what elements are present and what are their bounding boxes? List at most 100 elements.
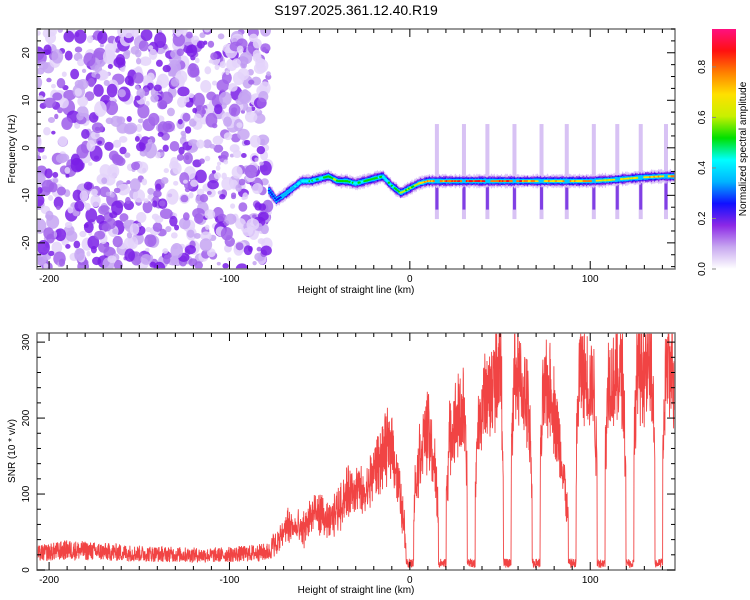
spectrogram-noise-blob <box>48 250 55 256</box>
spectrogram-noise-blob <box>251 106 256 112</box>
spectrogram-noise-blob <box>188 140 194 146</box>
colorbar-tick-label: 0.2 <box>697 211 708 225</box>
spectrogram-noise-blob <box>232 149 242 159</box>
spectrogram-noise-blob <box>74 200 85 212</box>
spectrogram-noise-blob <box>170 77 180 87</box>
spectrogram-noise-blob <box>223 132 233 141</box>
spectrogram-noise-blob <box>136 57 142 65</box>
spectrogram-noise-blob <box>213 104 223 115</box>
spectrogram-noise-blob <box>162 248 169 254</box>
spectrogram-noise-blob <box>238 178 246 186</box>
spectrogram-noise-blob <box>105 100 119 116</box>
spectrogram-noise-blob <box>112 154 124 166</box>
spectrogram-noise-blob <box>73 240 81 249</box>
spectrogram-noise-blob <box>148 112 160 126</box>
spectrogram-noise-blob <box>41 155 48 160</box>
spectrogram-noise-blob <box>153 190 162 198</box>
spectrogram-noise-blob <box>236 122 243 128</box>
spectrogram-noise-blob <box>57 107 63 114</box>
spectrogram-noise-blob <box>139 91 144 96</box>
spectrogram-noise-blob <box>70 68 80 80</box>
spectrogram-noise-blob <box>170 243 184 259</box>
x-tick-label: -200 <box>39 575 59 586</box>
spectrogram-noise-blob <box>177 118 183 125</box>
spectrogram-noise-blob <box>231 192 237 198</box>
spectrogram-noise-blob <box>58 97 69 109</box>
y-tick-label: 0 <box>21 145 32 151</box>
spectrogram-noise-blob <box>126 115 132 122</box>
spectrogram-noise-blob <box>117 29 128 38</box>
spectrogram-noise-blob <box>240 61 248 69</box>
spectrogram-noise-blob <box>135 142 146 152</box>
spectrogram-noise-blob <box>174 224 180 231</box>
spectrogram-noise-blob <box>224 213 237 225</box>
spectrogram-noise-blob <box>137 118 144 124</box>
x-tick-label: 0 <box>407 575 413 586</box>
spectrogram-noise-blob <box>56 186 66 196</box>
spectrogram-streak <box>615 124 620 220</box>
spectrogram-signal-mark <box>562 180 565 182</box>
colorbar-label: Normalized spectral amplitude <box>738 81 749 216</box>
spectrogram-noise-blob <box>219 61 226 69</box>
spectrogram-noise-blob <box>76 144 89 159</box>
spectrogram-noise-blob <box>182 179 188 184</box>
spectrogram-noise-blob <box>196 139 205 149</box>
spectrogram-signal-mark <box>267 189 271 192</box>
spectrogram-noise-blob <box>51 241 63 254</box>
spectrogram-noise-blob <box>57 29 64 33</box>
colorbar-tick-label: 0.4 <box>697 161 708 175</box>
spectrogram-noise-blob <box>199 32 206 39</box>
spectrogram-noise-blob <box>48 182 58 193</box>
spectrogram-signal-mark <box>270 193 274 196</box>
spectrogram-noise-blob <box>64 166 71 174</box>
x-tick-label: 100 <box>582 575 599 586</box>
figure-title: S197.2025.361.12.40.R19 <box>274 2 438 18</box>
spectrogram-noise-blob <box>207 248 216 258</box>
spectrogram-noise-blob <box>213 172 221 180</box>
spectrogram-signal-mark <box>384 178 388 181</box>
spectrogram-noise-blob <box>81 129 90 139</box>
spectrogram-ylabel: Frequency (Hz) <box>7 115 18 184</box>
spectrogram-noise-blob <box>194 57 200 64</box>
spectrogram-noise-blob <box>90 245 97 254</box>
spectrogram-noise-blob <box>123 237 135 250</box>
spectrogram-streak <box>638 124 643 220</box>
spectrogram-noise-blob <box>86 251 91 257</box>
spectrogram-signal-mark <box>386 180 389 183</box>
spectrogram-noise-blob <box>126 180 131 185</box>
spectrogram-noise-blob <box>216 261 221 266</box>
spectrogram-noise-blob <box>178 146 185 155</box>
spectrogram-noise-blob <box>188 93 194 99</box>
spectrogram-noise-blob <box>77 96 89 107</box>
spectrogram-noise-blob <box>83 181 93 190</box>
spectrogram-noise-blob <box>235 184 242 192</box>
spectrogram-noise-blob <box>176 48 185 57</box>
spectrogram-noise-blob <box>109 96 116 102</box>
spectrogram-streak <box>485 176 489 210</box>
spectrogram-noise-blob <box>150 94 159 103</box>
spectrogram-noise-blob <box>242 227 253 237</box>
spectrogram-signal-mark <box>589 180 593 182</box>
spectrogram-xlabel: Height of straight line (km) <box>298 285 415 296</box>
spectrogram-noise-blob <box>110 115 123 127</box>
spectrogram-noise-blob <box>182 212 190 221</box>
spectrogram-noise-blob <box>229 153 234 158</box>
spectrogram-noise-blob <box>196 188 205 196</box>
spectrogram-noise-blob <box>146 72 155 82</box>
spectrogram-noise-blob <box>188 258 198 267</box>
spectrogram-noise-blob <box>253 62 266 74</box>
spectrogram-noise-blob <box>200 231 212 241</box>
spectrogram-noise-blob <box>162 144 169 152</box>
spectrogram-noise-blob <box>94 101 107 117</box>
spectrogram-noise-blob <box>79 190 89 202</box>
spectrogram-noise-blob <box>222 263 229 269</box>
y-tick-label: 10 <box>21 94 32 106</box>
spectrogram-noise-blob <box>215 165 221 171</box>
spectrogram-noise-blob <box>159 200 166 207</box>
spectrogram-noise-blob <box>162 64 171 73</box>
spectrogram-noise-blob <box>216 79 230 92</box>
spectrogram-noise-blob <box>93 84 104 97</box>
spectrogram-noise-blob <box>74 46 83 53</box>
x-tick-label: -200 <box>39 274 59 285</box>
spectrogram-noise-blob <box>235 242 244 251</box>
